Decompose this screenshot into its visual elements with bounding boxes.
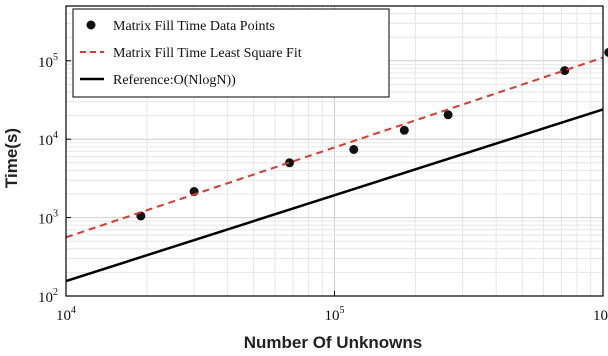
legend-label-reference: Reference:O(NlogN)) bbox=[113, 73, 236, 88]
least-square-fit-line bbox=[65, 56, 604, 239]
data-point bbox=[443, 110, 453, 120]
y-tick-label: 102 bbox=[38, 287, 58, 306]
y-tick-label: 104 bbox=[38, 130, 58, 149]
reference-line bbox=[65, 108, 604, 283]
data-point bbox=[604, 47, 608, 57]
data-point bbox=[349, 144, 359, 154]
legend-label-data-points: Matrix Fill Time Data Points bbox=[113, 19, 275, 34]
x-tick-label: 104 bbox=[56, 305, 76, 324]
data-point bbox=[399, 125, 409, 135]
legend-label-least-square-fit: Matrix Fill Time Least Square Fit bbox=[113, 46, 302, 61]
data-point bbox=[560, 66, 570, 76]
series-layer bbox=[65, 47, 608, 283]
legend-box bbox=[72, 8, 390, 98]
y-axis-label: Time(s) bbox=[2, 128, 21, 188]
x-axis-label: Number Of Unknowns bbox=[244, 333, 423, 352]
y-tick-label: 105 bbox=[38, 52, 58, 71]
legend-marker-data-points bbox=[86, 20, 96, 30]
y-tick-label: 103 bbox=[38, 209, 58, 228]
data-point bbox=[285, 158, 295, 168]
legend: Matrix Fill Time Data Points Matrix Fill… bbox=[72, 8, 390, 98]
x-tick-label: 105 bbox=[325, 305, 345, 324]
x-tick-label: 106 bbox=[593, 305, 608, 324]
